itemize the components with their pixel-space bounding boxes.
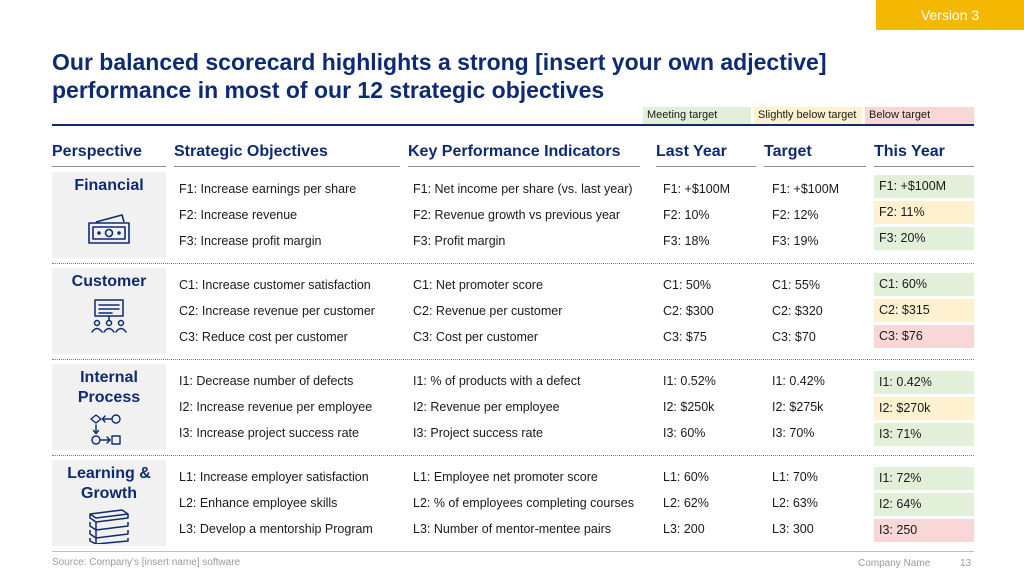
header-perspective: Perspective <box>52 143 166 167</box>
perspective-label: Learning & Growth <box>67 465 151 502</box>
this-year-cell: F3: 20% <box>874 227 974 250</box>
target-cell: C1: 55% <box>772 278 820 292</box>
target-cell: F3: 19% <box>772 234 819 248</box>
customer-presentation-icon <box>91 299 127 333</box>
perspective-learning-growth: Learning & Growth <box>52 460 166 546</box>
this-year-cell: I2: $270k <box>874 397 974 420</box>
kpi-cell: C1: Net promoter score <box>413 278 543 292</box>
this-year-cell: I3: 71% <box>874 423 974 446</box>
footer-divider <box>52 551 974 552</box>
objective-cell: L3: Develop a mentorship Program <box>179 522 373 536</box>
perspective-financial: Financial <box>52 172 166 258</box>
objective-cell: F3: Increase profit margin <box>179 234 322 248</box>
last-year-cell: F2: 10% <box>663 208 710 222</box>
this-year-cell: F2: 11% <box>874 201 974 224</box>
objective-cell: F2: Increase revenue <box>179 208 298 222</box>
target-cell: C3: $70 <box>772 330 816 344</box>
title-divider <box>52 124 974 126</box>
target-cell: F1: +$100M <box>772 182 840 196</box>
last-year-cell: C2: $300 <box>663 304 714 318</box>
page-title: Our balanced scorecard highlights a stro… <box>52 48 952 104</box>
company-name: Company Name <box>858 558 931 569</box>
page-number: 13 <box>960 558 972 569</box>
last-year-cell: I2: $250k <box>663 400 715 414</box>
objective-cell: F1: Increase earnings per share <box>179 182 357 196</box>
last-year-cell: F1: +$100M <box>663 182 731 196</box>
last-year-cell: F3: 18% <box>663 234 710 248</box>
this-year-cell: I3: 250 <box>874 519 974 542</box>
this-year-cell: I1: 72% <box>874 467 974 490</box>
legend-below-target: Below target <box>865 107 974 124</box>
books-icon <box>89 509 129 544</box>
objective-cell: I2: Increase revenue per employee <box>179 400 373 414</box>
target-cell: F2: 12% <box>772 208 819 222</box>
perspective-internal-process: Internal Process <box>52 364 166 450</box>
legend-meeting-target: Meeting target <box>643 107 751 124</box>
title-line-1: Our balanced scorecard highlights a stro… <box>52 49 827 75</box>
this-year-cell: C2: $315 <box>874 299 974 322</box>
perspective-customer: Customer <box>52 268 166 354</box>
objective-cell: C3: Reduce cost per customer <box>179 330 348 344</box>
money-icon <box>88 214 130 244</box>
target-cell: L2: 63% <box>772 496 818 510</box>
last-year-cell: C3: $75 <box>663 330 707 344</box>
header-this-year: This Year <box>874 143 974 167</box>
target-cell: L3: 300 <box>772 522 814 536</box>
kpi-cell: I2: Revenue per employee <box>413 400 560 414</box>
header-target: Target <box>764 143 866 167</box>
last-year-cell: L1: 60% <box>663 470 709 484</box>
objective-cell: L2: Enhance employee skills <box>179 496 338 510</box>
section-divider <box>52 263 974 264</box>
target-cell: I1: 0.42% <box>772 374 825 388</box>
source-note: Source: Company's [insert name] software <box>52 557 241 568</box>
kpi-cell: F2: Revenue growth vs previous year <box>413 208 621 222</box>
target-cell: I3: 70% <box>772 426 815 440</box>
perspective-label: Customer <box>71 273 147 290</box>
objective-cell: C1: Increase customer satisfaction <box>179 278 371 292</box>
target-cell: L1: 70% <box>772 470 818 484</box>
this-year-cell: C1: 60% <box>874 273 974 296</box>
target-cell: C2: $320 <box>772 304 823 318</box>
version-tag: Version 3 <box>876 0 1024 30</box>
last-year-cell: C1: 50% <box>663 278 711 292</box>
objective-cell: C2: Increase revenue per customer <box>179 304 375 318</box>
header-last-year: Last Year <box>656 143 756 167</box>
this-year-cell: C3: $76 <box>874 325 974 348</box>
section-divider <box>52 359 974 360</box>
kpi-cell: I3: Project success rate <box>413 426 543 440</box>
objective-cell: I3: Increase project success rate <box>179 426 359 440</box>
objective-cell: I1: Decrease number of defects <box>179 374 354 388</box>
legend-slightly-below-target: Slightly below target <box>754 107 862 124</box>
section-divider <box>52 455 974 456</box>
this-year-cell: F1: +$100M <box>874 175 974 198</box>
kpi-cell: L2: % of employees completing courses <box>413 496 634 510</box>
header-strategic-objectives: Strategic Objectives <box>174 143 400 167</box>
last-year-cell: L3: 200 <box>663 522 705 536</box>
process-flow-icon <box>90 414 121 445</box>
header-kpis: Key Performance Indicators <box>408 143 640 167</box>
this-year-cell: I2: 64% <box>874 493 974 516</box>
kpi-cell: L3: Number of mentor-mentee pairs <box>413 522 612 536</box>
last-year-cell: I1: 0.52% <box>663 374 716 388</box>
kpi-cell: I1: % of products with a defect <box>413 374 581 388</box>
kpi-cell: L1: Employee net promoter score <box>413 470 598 484</box>
perspective-label: Internal Process <box>77 369 141 406</box>
kpi-cell: C3: Cost per customer <box>413 330 539 344</box>
objective-cell: L1: Increase employer satisfaction <box>179 470 369 484</box>
target-cell: I2: $275k <box>772 400 824 414</box>
kpi-cell: F3: Profit margin <box>413 234 506 248</box>
kpi-cell: F1: Net income per share (vs. last year) <box>413 182 633 196</box>
kpi-cell: C2: Revenue per customer <box>413 304 563 318</box>
last-year-cell: L2: 62% <box>663 496 709 510</box>
title-line-2: performance in most of our 12 strategic … <box>52 77 605 103</box>
this-year-cell: I1: 0.42% <box>874 371 974 394</box>
perspective-label: Financial <box>74 177 144 194</box>
last-year-cell: I3: 60% <box>663 426 706 440</box>
